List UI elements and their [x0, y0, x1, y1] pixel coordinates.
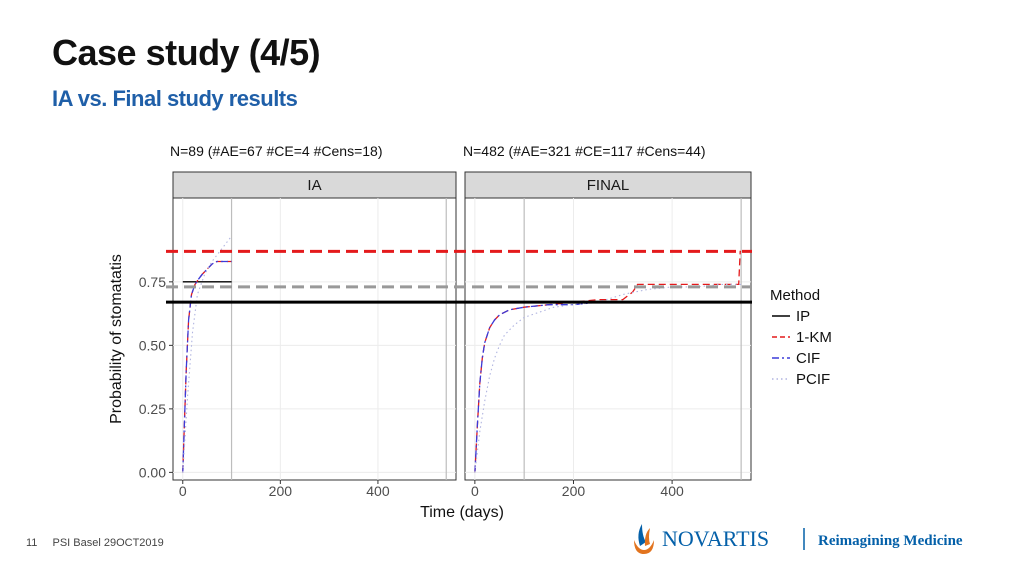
- x-tick-label: 400: [660, 483, 684, 499]
- legend-title: Method: [770, 287, 820, 304]
- slide-title: Case study (4/5): [52, 32, 321, 73]
- facet-label-final: FINAL: [587, 177, 630, 194]
- panel-background: [464, 197, 752, 481]
- ia-annotation: N=89 (#AE=67 #CE=4 #Cens=18): [170, 143, 383, 159]
- page-number: 11: [26, 537, 38, 549]
- series-line-cif: [182, 260, 232, 473]
- slide-subtitle: IA vs. Final study results: [52, 86, 298, 111]
- legend-label-cif: CIF: [796, 350, 820, 367]
- facet-label-ia: IA: [307, 177, 321, 194]
- y-tick-label: 0.75: [139, 274, 166, 290]
- x-tick-label: 200: [269, 483, 293, 499]
- tagline: Reimagining Medicine: [818, 533, 963, 549]
- y-tick-label: 0.25: [139, 401, 166, 417]
- series-line-pcif: [182, 235, 233, 473]
- novartis-logo: NOVARTIS Reimagining Medicine: [634, 524, 963, 554]
- footer-text: PSI Basel 29OCT2019: [52, 537, 164, 549]
- y-tick-label: 0.00: [139, 464, 166, 480]
- legend-label-pcif: PCIF: [796, 371, 830, 388]
- y-axis-label: Probability of stomatatis: [108, 254, 125, 424]
- panel-background: [172, 197, 457, 481]
- legend-label-ip: IP: [796, 308, 810, 325]
- x-axis-label: Time (days): [420, 504, 504, 521]
- x-tick-label: 400: [366, 483, 390, 499]
- facet-strip: [464, 171, 752, 199]
- brand-name: NOVARTIS: [662, 526, 769, 551]
- footer: 11 PSI Basel 29OCT2019: [26, 537, 176, 549]
- legend-label-1-km: 1-KM: [796, 329, 832, 346]
- flame-icon: [634, 524, 654, 554]
- final-annotation: N=482 (#AE=321 #CE=117 #Cens=44): [463, 143, 706, 159]
- y-tick-label: 0.50: [139, 337, 166, 353]
- x-tick-label: 0: [179, 483, 187, 499]
- x-tick-label: 0: [471, 483, 479, 499]
- x-tick-label: 200: [562, 483, 586, 499]
